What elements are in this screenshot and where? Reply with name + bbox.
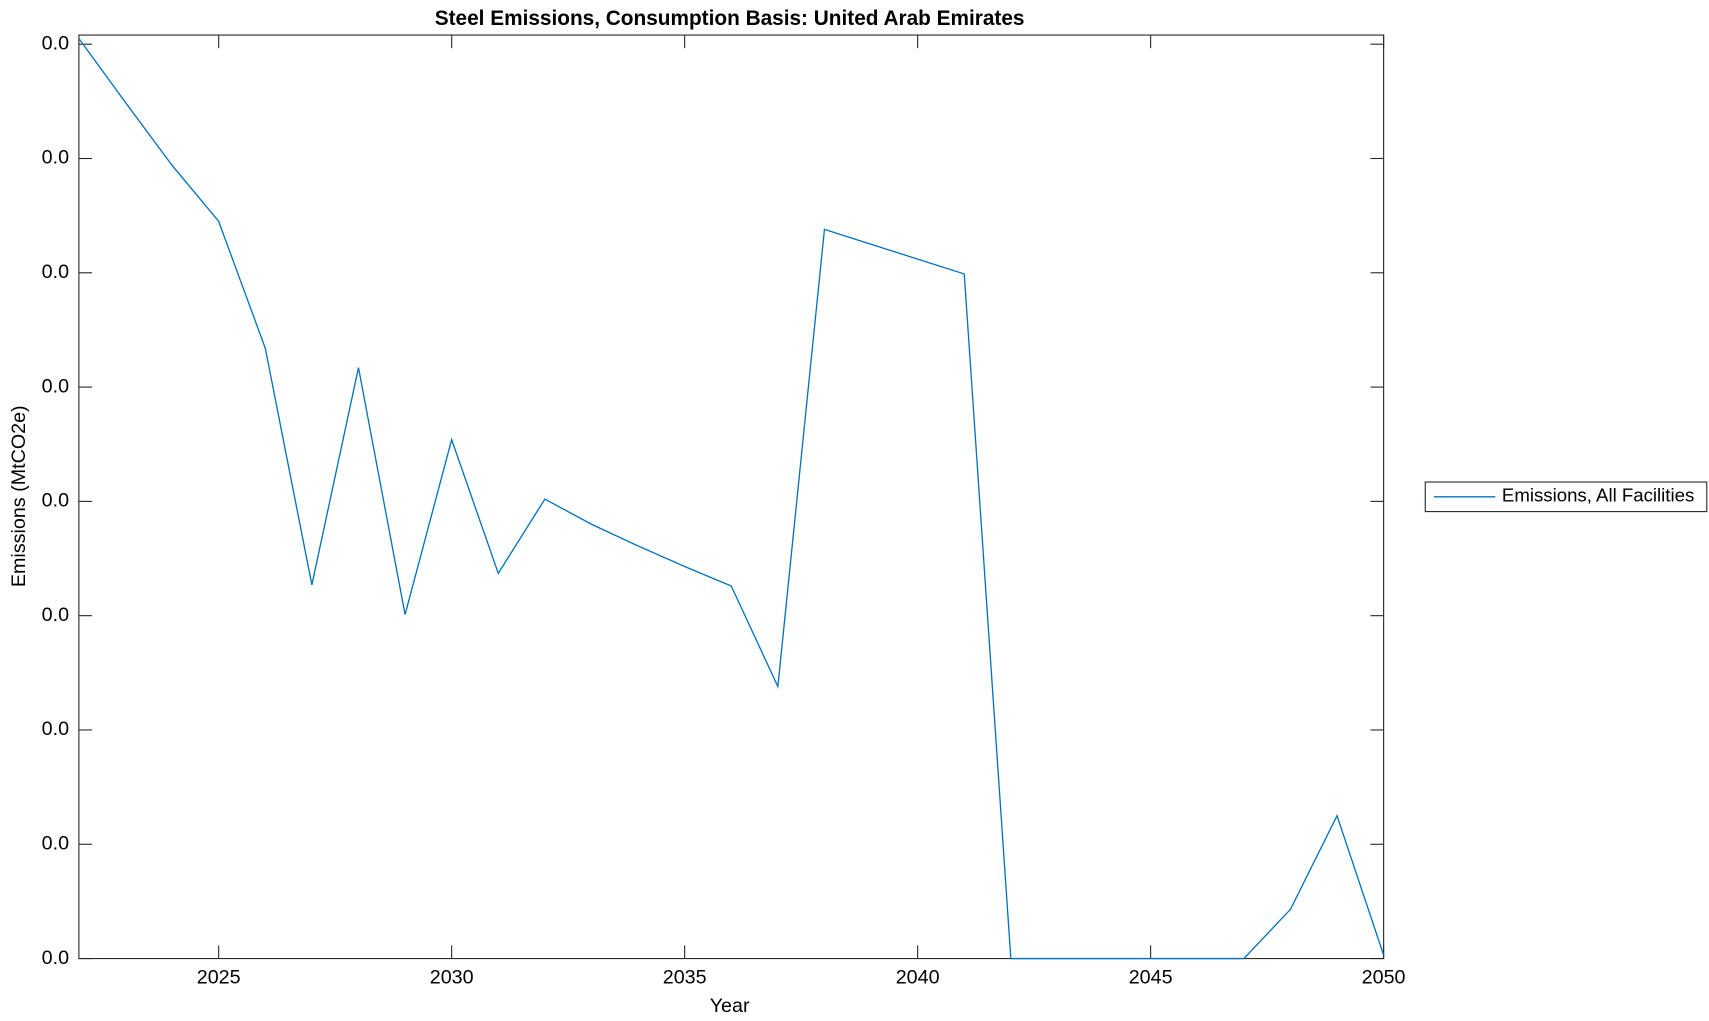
y-tick-label: 0.0 — [42, 832, 69, 854]
y-tick-label: 0.0 — [42, 490, 69, 512]
chart-title: Steel Emissions, Consumption Basis: Unit… — [435, 7, 1025, 30]
x-tick-label: 2050 — [1362, 966, 1406, 988]
y-tick-label: 0.0 — [42, 718, 69, 740]
y-axis-label: Emissions (MtCO2e) — [8, 405, 30, 587]
y-tick-label: 0.0 — [42, 375, 69, 397]
x-tick-label: 2025 — [197, 966, 241, 988]
legend-label: Emissions, All Facilities — [1502, 485, 1694, 506]
x-tick-label: 2045 — [1129, 966, 1173, 988]
y-tick-label: 0.0 — [42, 147, 69, 169]
y-tick-label: 0.0 — [42, 947, 69, 969]
x-tick-label: 2030 — [430, 966, 474, 988]
x-tick-label: 2035 — [663, 966, 707, 988]
y-tick-label: 0.0 — [42, 261, 69, 283]
data-line — [78, 38, 1385, 960]
x-axis-label: Year — [710, 995, 750, 1017]
y-tick-label: 0.0 — [42, 32, 69, 54]
x-tick-label: 2040 — [896, 966, 940, 988]
plot-frame — [78, 34, 1385, 960]
legend-box — [1424, 481, 1708, 513]
y-tick-label: 0.0 — [42, 604, 69, 626]
